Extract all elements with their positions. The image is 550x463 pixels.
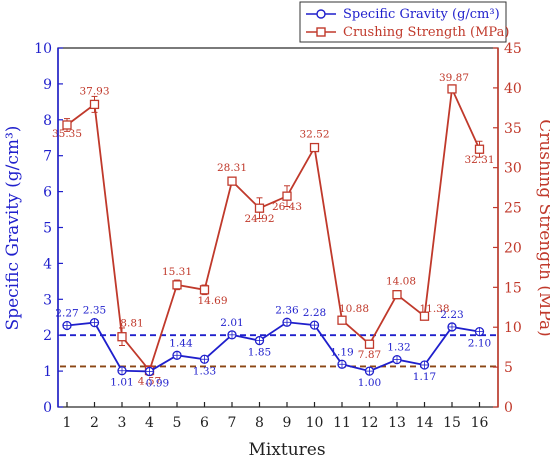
crushing-strength-point: [199, 285, 210, 295]
specific-gravity-data-label: 1.85: [248, 347, 271, 359]
specific-gravity-data-label: 1.19: [330, 346, 353, 358]
left-y-tick-label: 5: [43, 221, 52, 237]
crushing-strength-data-label: 24.92: [244, 213, 274, 225]
specific-gravity-data-label: 2.23: [440, 309, 463, 321]
x-tick-label: 6: [200, 415, 209, 431]
crushing-strength-data-label: 37.93: [79, 85, 109, 97]
left-y-tick-label: 9: [43, 77, 52, 93]
left-y-tick-label: 4: [43, 256, 52, 272]
right-y-tick-label: 25: [504, 201, 522, 217]
crushing-strength-point: [392, 290, 402, 300]
crushing-strength-point: [254, 203, 265, 213]
specific-gravity-data-label: 2.36: [275, 304, 299, 316]
right-y-tick-label: 40: [504, 81, 522, 97]
right-y-axis-title: Crushing Strength (MPa): [535, 119, 550, 337]
crushing-strength-point: [447, 84, 457, 94]
crushing-strength-point: [172, 280, 182, 290]
crushing-strength-line: [66, 85, 481, 373]
crushing-strength-point: [117, 332, 127, 342]
specific-gravity-data-label: 2.01: [220, 317, 243, 329]
specific-gravity-data-label: 1.00: [358, 377, 381, 389]
right-y-tick-label: 30: [504, 161, 522, 177]
specific-gravity-data-label: 1.44: [169, 337, 193, 349]
crushing-strength-data-label: 28.31: [217, 162, 247, 174]
x-tick-label: 13: [388, 415, 406, 431]
crushing-strength-data-label: 14.08: [386, 276, 416, 288]
specific-gravity-data-label: 1.33: [193, 365, 216, 377]
specific-gravity-data-label: 1.32: [387, 342, 410, 354]
crushing-strength-data-label: 26.43: [272, 201, 302, 213]
x-tick-label: 16: [471, 415, 489, 431]
legend-label-specific-gravity: Specific Gravity (g/cm³): [343, 7, 500, 22]
crushing-strength-data-label: 4.57: [138, 376, 161, 388]
specific-gravity-data-label: 1.01: [110, 377, 133, 389]
x-tick-label: 10: [306, 415, 324, 431]
crushing-strength-point: [282, 191, 292, 201]
left-y-tick-label: 8: [43, 113, 52, 129]
right-y-tick-label: 20: [504, 240, 522, 256]
left-y-tick-label: 7: [43, 149, 52, 165]
x-tick-label: 11: [333, 415, 351, 431]
crushing-strength-point: [337, 315, 347, 325]
left-y-tick-label: 1: [43, 364, 52, 380]
legend-label-crushing-strength: Crushing Strength (MPa): [343, 25, 509, 40]
crushing-strength-point: [419, 311, 430, 321]
crushing-strength-data-label: 35.35: [52, 128, 82, 140]
specific-gravity-data-label: 2.27: [55, 308, 78, 320]
left-y-tick-label: 6: [43, 185, 52, 201]
crushing-strength-data-label: 10.88: [339, 303, 369, 315]
crushing-strength-data-label: 7.87: [358, 349, 381, 361]
left-y-tick-label: 0: [43, 400, 52, 416]
legend-marker-specific-gravity: [316, 9, 326, 19]
crushing-strength-point: [364, 339, 375, 349]
x-tick-label: 8: [255, 415, 264, 431]
crushing-strength-data-label: 11.38: [419, 303, 449, 315]
crushing-strength-data-label: 8.81: [120, 318, 143, 330]
legend-marker-crushing-strength: [316, 27, 326, 37]
crushing-strength-point: [227, 176, 237, 186]
left-y-tick-label: 2: [43, 328, 52, 344]
left-y-tick-label: 3: [43, 292, 52, 308]
right-y-tick-label: 10: [504, 320, 522, 336]
x-tick-label: 5: [173, 415, 182, 431]
x-axis-title: Mixtures: [248, 440, 325, 460]
x-tick-label: 4: [145, 415, 154, 431]
specific-gravity-data-label: 0.99: [146, 377, 169, 389]
x-tick-label: 9: [283, 415, 292, 431]
crushing-strength-data-label: 15.31: [162, 266, 192, 278]
right-y-tick-label: 35: [504, 121, 522, 137]
x-tick-label: 7: [228, 415, 237, 431]
crushing-strength-point: [62, 120, 72, 130]
specific-gravity-line: [66, 321, 480, 373]
specific-gravity-data-label: 2.10: [468, 338, 491, 350]
x-tick-label: 1: [63, 415, 72, 431]
right-y-tick-label: 45: [504, 41, 522, 57]
crushing-strength-data-label: 32.52: [299, 129, 329, 141]
x-tick-label: 2: [90, 415, 99, 431]
right-y-tick-label: 0: [504, 400, 513, 416]
specific-gravity-data-label: 2.28: [303, 307, 326, 319]
crushing-strength-data-label: 14.69: [197, 295, 227, 307]
x-tick-label: 12: [361, 415, 379, 431]
x-tick-label: 3: [118, 415, 127, 431]
left-y-axis-title: Specific Gravity (g/cm³): [3, 126, 23, 331]
crushing-strength-point: [89, 99, 100, 110]
crushing-strength-point: [474, 144, 485, 154]
specific-gravity-data-label: 2.35: [83, 305, 106, 317]
right-y-tick-label: 5: [504, 360, 513, 376]
x-tick-label: 15: [443, 415, 461, 431]
left-y-tick-label: 10: [34, 41, 52, 57]
specific-gravity-data-label: 1.17: [413, 371, 436, 383]
crushing-strength-data-label: 39.87: [439, 72, 469, 84]
legend: Specific Gravity (g/cm³) Crushing Streng…: [299, 1, 509, 43]
crushing-strength-data-label: 32.31: [464, 154, 494, 166]
crushing-strength-point: [309, 142, 320, 153]
right-y-tick-label: 15: [504, 280, 522, 296]
x-tick-label: 14: [416, 415, 434, 431]
